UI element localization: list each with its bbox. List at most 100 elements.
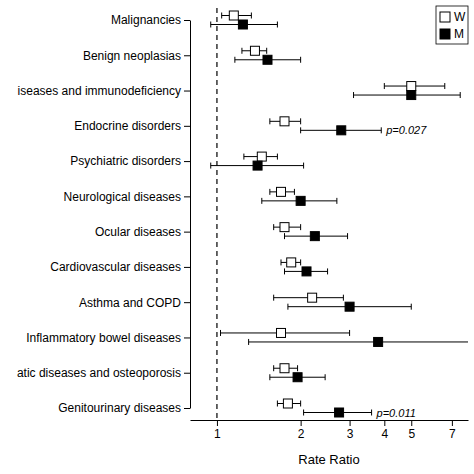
point [277,187,286,196]
y-tick: iseases and immunodeficiency [18,84,190,98]
y-tick-mark [184,196,190,197]
error-cap [460,92,461,98]
x-tick: 5 [408,420,415,441]
error-cap [336,198,337,204]
x-tick: 1 [214,420,221,441]
error-cap [210,22,211,28]
point [263,55,272,64]
y-tick-mark [184,337,190,338]
point [287,258,296,267]
y-tick-label: atic diseases and osteoporosis [17,366,181,380]
annotation: p=0.011 [376,407,416,419]
y-tick-mark [184,408,190,409]
y-tick: Malignancies [111,13,190,27]
x-tick-label: 2 [298,427,305,441]
series [211,20,468,417]
error-cap [266,48,267,54]
y-tick: Inflammatory bowel diseases [26,331,190,345]
legend-frame [436,6,468,44]
error-cap [294,189,295,195]
y-tick: Benign neoplasias [83,49,190,63]
error-cap [411,304,412,310]
y-tick-mark [184,373,190,374]
y-tick-label: Neurological diseases [64,190,181,204]
error-cap [248,339,249,345]
error-cap [347,233,348,239]
y-tick-label: Ocular diseases [95,225,181,239]
error-cap [300,118,301,124]
y-tick-mark [184,126,190,127]
error-cap [269,189,270,195]
x-tick-mark [411,420,412,426]
y-tick: Neurological diseases [64,190,190,204]
point [335,408,344,417]
point [238,20,247,29]
error-cap [381,127,382,133]
y-tick: Endocrine disorders [74,119,190,133]
legend: WM [436,6,468,44]
y-tick-label: iseases and immunodeficiency [18,84,181,98]
point [345,302,354,311]
error-cap [234,57,235,63]
error-cap [210,163,211,169]
point [302,267,311,276]
y-tick-label: Genitourinary diseases [58,401,181,415]
legend-label: W [454,10,466,24]
annotation: p=0.027 [385,124,427,136]
error-cap [221,13,222,19]
y-tick-mark [184,20,190,21]
y-tick-label: Inflammatory bowel diseases [26,331,181,345]
series [221,11,445,408]
point [229,11,238,20]
point [296,196,305,205]
x-axis-line [191,420,469,421]
x-tick-mark [301,420,302,426]
error-cap [300,127,301,133]
error-cap [281,259,282,265]
error-cap [243,154,244,160]
error-cap [353,92,354,98]
point [283,399,292,408]
legend-swatch [440,29,450,39]
chart: 123457MalignanciesBenign neoplasiasiseas… [0,0,474,474]
x-tick: 2 [298,420,305,441]
point [337,126,346,135]
x-tick-label: 4 [381,427,388,441]
error-cap [241,48,242,54]
y-tick-mark [184,232,190,233]
error-cap [384,83,385,89]
x-axis-title: Rate Ratio [298,452,359,467]
point [293,373,302,382]
error-cap [325,374,326,380]
error-cap [273,295,274,301]
point [374,337,383,346]
y-tick-label: Endocrine disorders [74,119,181,133]
error-cap [349,330,350,336]
reference-line [216,8,217,420]
y-tick: atic diseases and osteoporosis [17,366,190,380]
x-tick-mark [452,420,453,426]
error-cap [371,410,372,416]
y-tick: Cardiovascular diseases [50,260,190,274]
y-tick: Psychiatric disorders [70,154,190,168]
error-cap [251,13,252,19]
x-tick-mark [350,420,351,426]
point [407,82,416,91]
error-cap [220,330,221,336]
error-cap [303,410,304,416]
point [250,46,259,55]
y-tick: Genitourinary diseases [58,401,190,415]
error-cap [444,83,445,89]
x-tick-label: 3 [347,427,354,441]
legend-swatch [440,12,450,22]
error-cap [269,118,270,124]
y-tick-mark [184,267,190,268]
error-cap [277,154,278,160]
error-cap [287,304,288,310]
error-cap [277,401,278,407]
x-tick-mark [384,420,385,426]
error-cap [300,57,301,63]
y-axis: Malignancies Benign neoplasias iseases and… [17,13,191,415]
y-tick-label: Benign neoplasias [83,49,181,63]
point [280,364,289,373]
